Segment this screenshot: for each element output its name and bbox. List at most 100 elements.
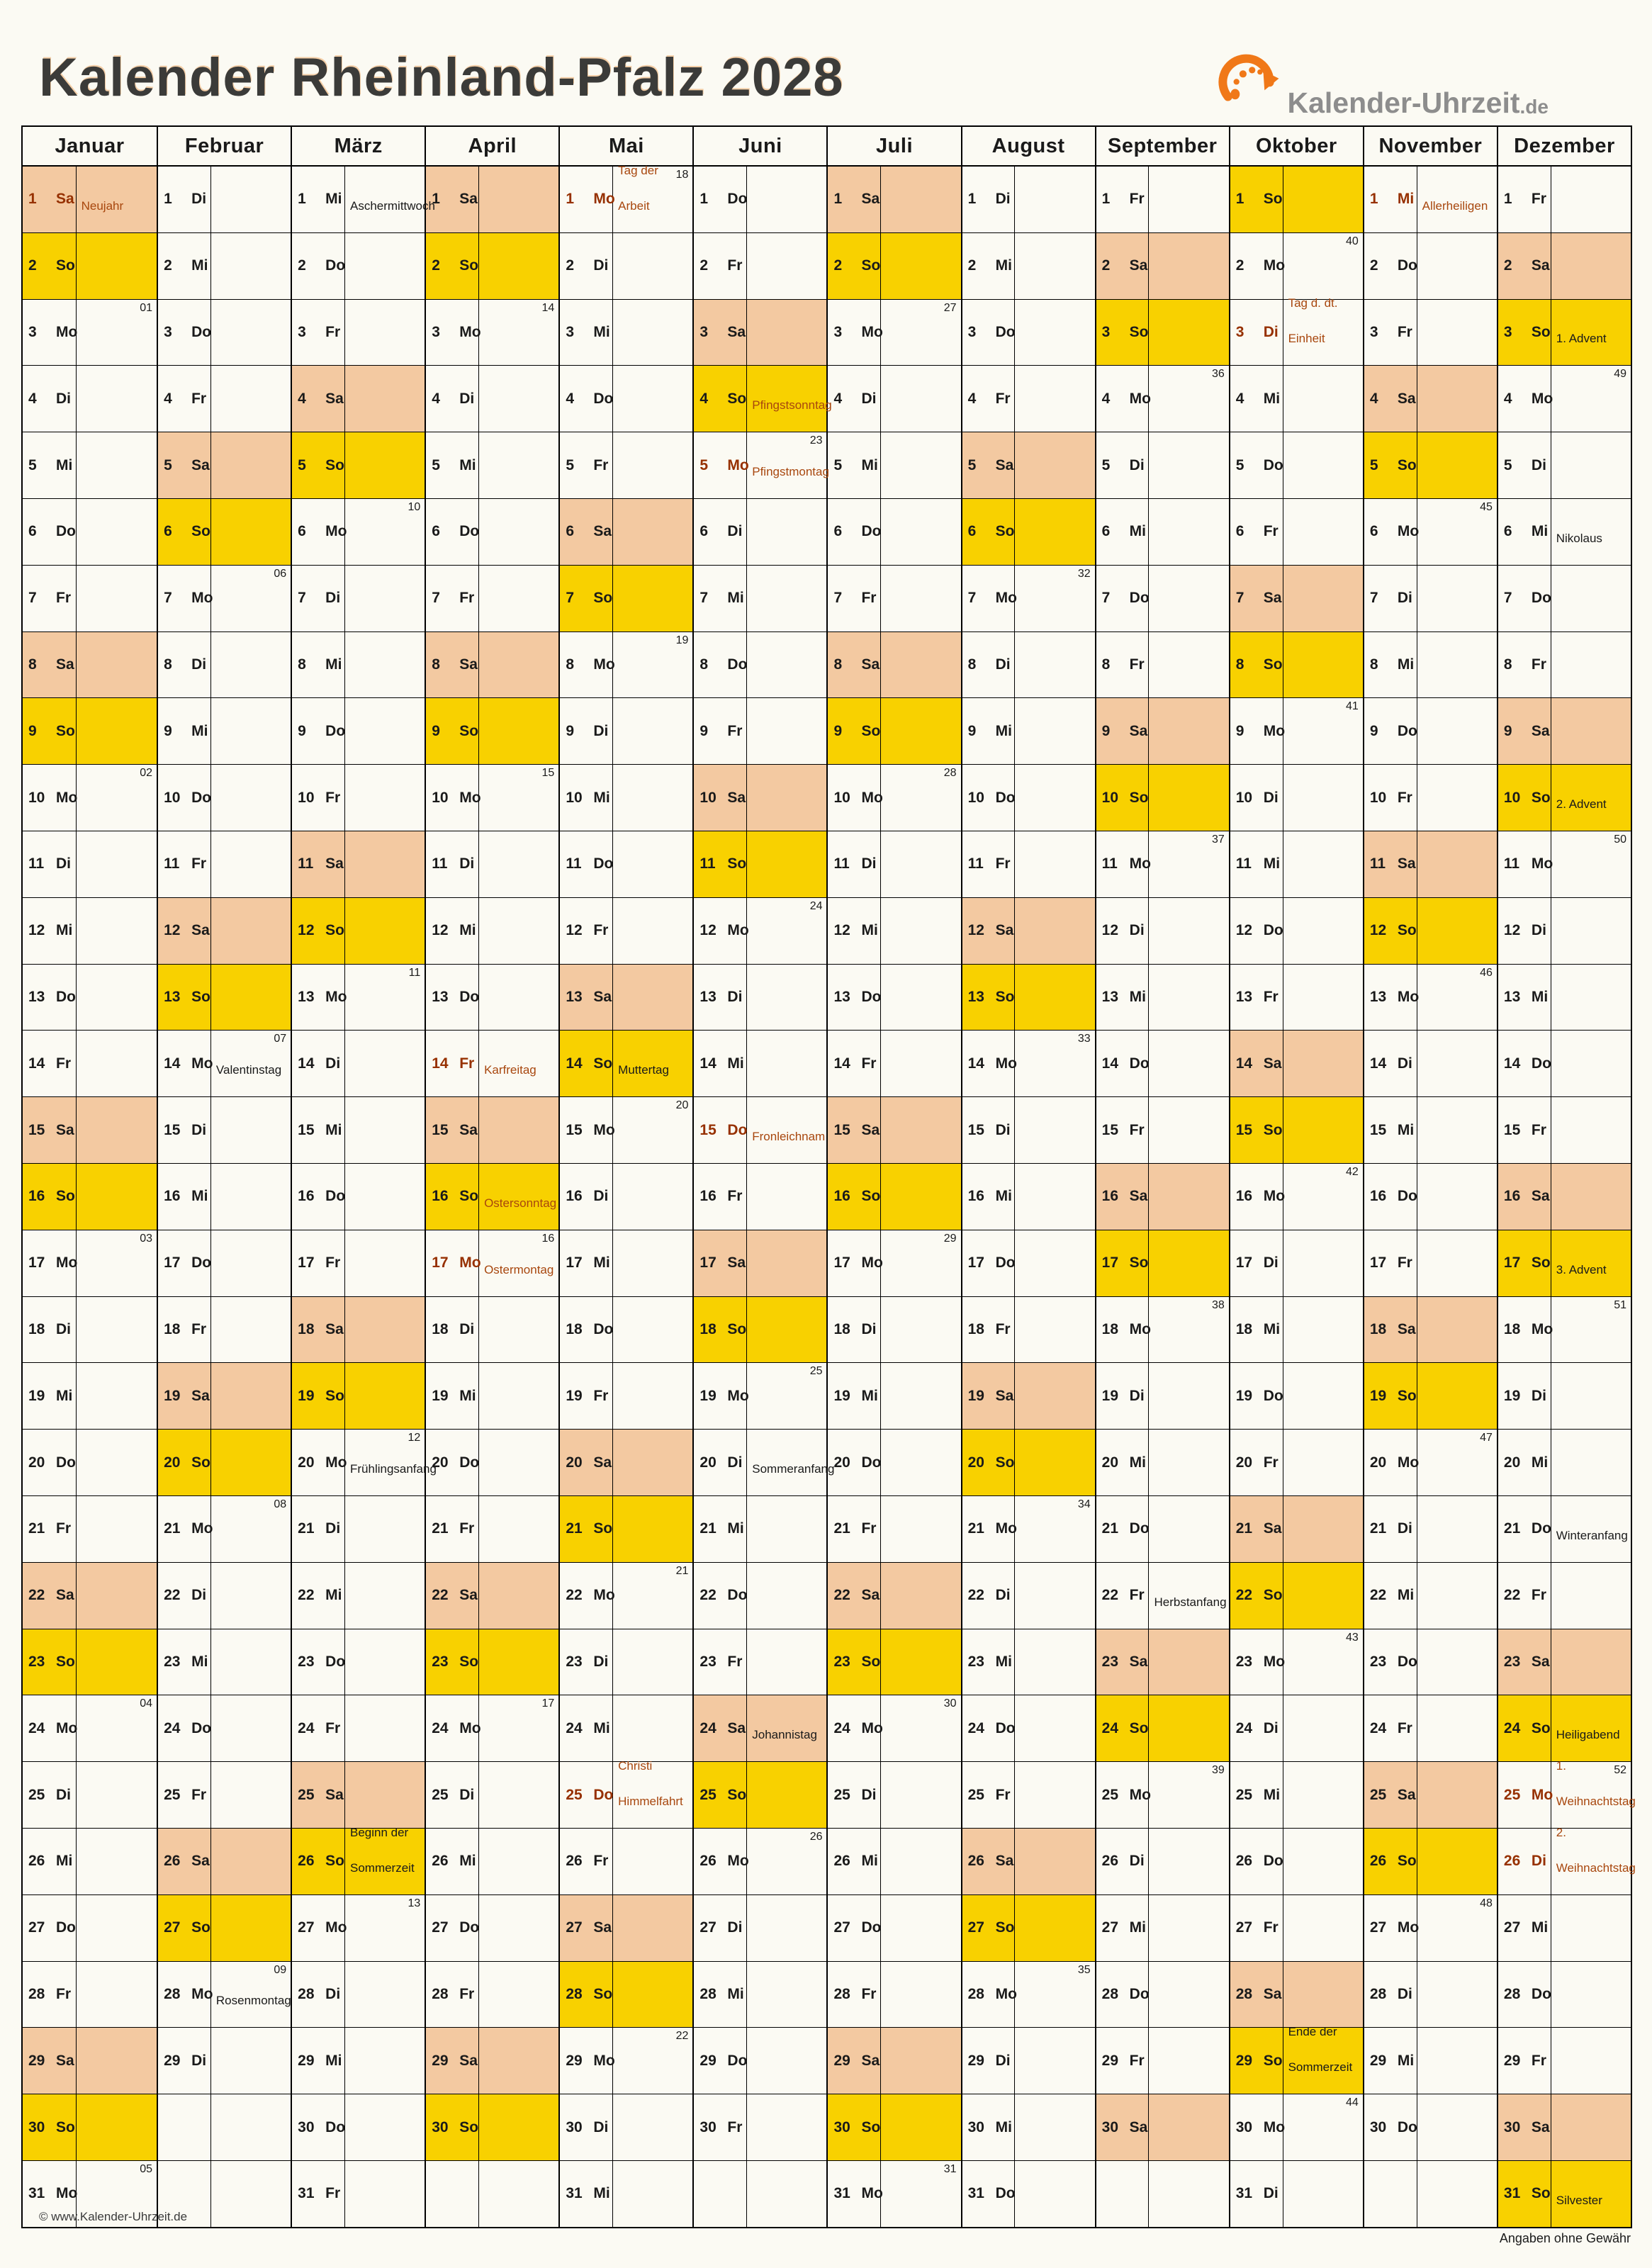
- day-number: 25: [833, 1786, 850, 1803]
- day-number: 29: [28, 2052, 45, 2069]
- day-label: 19 So: [292, 1363, 345, 1430]
- day-cell-mai-25: 25 Do Christi Himmelfahrt: [560, 1759, 693, 1828]
- day-detail: 49: [1551, 366, 1631, 432]
- day-cell-dezember-15: 15 Fr: [1498, 1096, 1631, 1163]
- weekday-abbr: So: [727, 390, 747, 407]
- day-number: 11: [1503, 855, 1520, 872]
- day-cell-märz-30: 30 Do: [292, 2094, 425, 2160]
- weekday-abbr: Di: [995, 191, 1011, 208]
- day-detail: [1015, 499, 1094, 565]
- day-cell-juni-22: 22 Do: [694, 1561, 827, 1629]
- day-label: 22 Fr: [1096, 1562, 1150, 1629]
- day-cell-november-28: 28 Di: [1364, 1960, 1497, 2028]
- weekday-abbr: Sa: [191, 1853, 210, 1870]
- weekday-abbr: Di: [325, 1520, 341, 1537]
- day-number: 13: [566, 988, 583, 1005]
- day-label: 10 So: [1096, 765, 1150, 831]
- holiday-label: Valentinstag: [215, 1063, 282, 1077]
- day-detail: [77, 1297, 157, 1363]
- day-number: 24: [1101, 1719, 1119, 1736]
- weekday-abbr: Fr: [727, 1188, 743, 1205]
- day-number: 3: [298, 323, 306, 340]
- weekday-abbr: Fr: [995, 390, 1011, 407]
- day-detail: [77, 1962, 157, 2028]
- day-number: 3: [28, 323, 37, 340]
- day-cell-august-28: 28 Mo 35: [962, 1960, 1095, 2028]
- weekday-abbr: Sa: [459, 1121, 478, 1138]
- day-number: 20: [699, 1454, 717, 1471]
- weekday-abbr: Mo: [325, 988, 347, 1005]
- day-label: 26 Mi: [23, 1828, 77, 1894]
- weekday-abbr: Do: [56, 523, 76, 540]
- copyright-link[interactable]: © www.Kalender-Uhrzeit.de: [39, 2210, 188, 2223]
- weekday-abbr: Di: [593, 1653, 609, 1670]
- weekday-abbr: Di: [727, 988, 743, 1005]
- weekday-abbr: Fr: [1263, 1454, 1279, 1471]
- day-cell-dezember-14: 14 Do: [1498, 1030, 1631, 1097]
- day-label: 25 Fr: [962, 1762, 1016, 1828]
- day-detail: 48: [1417, 1895, 1497, 1961]
- weekday-abbr: So: [1263, 1121, 1283, 1138]
- day-detail: [1417, 2094, 1497, 2160]
- day-cell-april-5: 5 Mi: [426, 432, 559, 498]
- weekday-abbr: Di: [727, 1454, 743, 1471]
- day-cell-märz-5: 5 So: [292, 432, 425, 498]
- weekday-abbr: So: [861, 1653, 881, 1670]
- day-cell-märz-17: 17 Fr: [292, 1229, 425, 1296]
- day-number: 12: [28, 922, 45, 939]
- day-detail: Neujahr: [77, 167, 157, 232]
- day-number: 5: [699, 456, 709, 473]
- day-detail: [1417, 1962, 1497, 2028]
- day-label: 4 Sa: [292, 366, 345, 432]
- day-label: 1 Sa: [23, 167, 77, 232]
- day-cell-februar-24: 24 Do: [158, 1695, 291, 1762]
- week-number: 28: [943, 767, 957, 780]
- weekday-abbr: Mo: [1129, 1786, 1151, 1803]
- day-number: 5: [1235, 456, 1244, 473]
- day-number: 15: [298, 1121, 315, 1138]
- day-number: 4: [566, 390, 575, 407]
- weekday-abbr: Mi: [191, 1653, 208, 1670]
- weekday-abbr: Sa: [861, 656, 880, 673]
- week-number: 22: [675, 2030, 689, 2043]
- weekday-abbr: So: [1263, 1587, 1283, 1604]
- day-label: 6 Mo: [292, 498, 347, 565]
- day-detail: [1149, 499, 1228, 565]
- day-label: 29 Di: [158, 2028, 211, 2094]
- day-number: 7: [833, 590, 843, 607]
- day-label: 13 Do: [23, 964, 77, 1031]
- day-detail: [211, 300, 291, 366]
- day-detail: Beginn der Sommerzeit: [345, 1826, 425, 1894]
- day-number: 20: [833, 1454, 850, 1471]
- weekday-abbr: Fr: [1397, 789, 1412, 806]
- day-detail: [77, 1829, 157, 1894]
- day-number: 6: [164, 523, 172, 540]
- day-cell-dezember-23: 23 Sa: [1498, 1628, 1631, 1695]
- day-label: 24 Mi: [560, 1695, 614, 1762]
- day-number: 19: [164, 1387, 181, 1404]
- weekday-abbr: Sa: [191, 922, 210, 939]
- day-label: [1096, 2160, 1150, 2227]
- day-cell-mai-11: 11 Do: [560, 830, 693, 897]
- weekday-abbr: Fr: [459, 1520, 475, 1537]
- day-cell-august-19: 19 Sa: [962, 1362, 1095, 1430]
- day-detail: [345, 1230, 425, 1296]
- day-number: 12: [1235, 922, 1253, 939]
- day-label: 21 Do: [1498, 1495, 1551, 1562]
- day-detail: [211, 1363, 291, 1429]
- day-detail: [1417, 632, 1497, 698]
- day-detail: [1417, 233, 1497, 299]
- day-detail: [1417, 366, 1497, 432]
- day-label: 18 Mo: [1096, 1296, 1151, 1363]
- day-cell-august-30: 30 Mi: [962, 2094, 1095, 2160]
- day-number: 19: [1503, 1387, 1521, 1404]
- day-number: 20: [566, 1454, 583, 1471]
- day-label: 14 Di: [1364, 1031, 1417, 1097]
- kalender-uhrzeit-logo[interactable]: Kalender-Uhrzeit .de: [1218, 52, 1549, 118]
- day-number: 15: [164, 1121, 181, 1138]
- week-number: 04: [140, 1697, 153, 1710]
- week-number: 49: [1614, 368, 1626, 381]
- day-detail: [1283, 831, 1363, 897]
- day-detail: [1551, 167, 1631, 232]
- weekday-abbr: Mo: [593, 1121, 615, 1138]
